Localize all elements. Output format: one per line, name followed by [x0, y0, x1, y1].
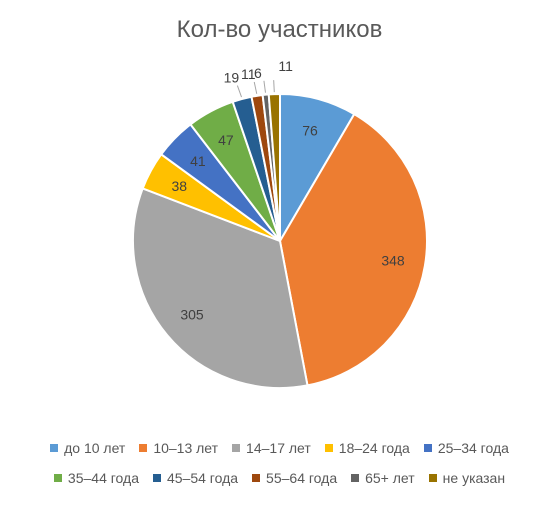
data-label: 11 [278, 58, 293, 74]
legend-label: 65+ лет [365, 470, 415, 486]
legend-item: 65+ лет [351, 470, 415, 486]
data-label: 19 [224, 70, 240, 86]
data-label: 305 [180, 307, 204, 323]
legend-label: 55–64 года [266, 470, 338, 486]
leader-line [253, 81, 258, 94]
legend-swatch [53, 474, 62, 482]
leader-line [236, 85, 242, 98]
data-label: 38 [171, 178, 187, 194]
legend-item: не указан [428, 470, 506, 486]
legend-item: 55–64 года [252, 470, 337, 486]
data-label: 348 [381, 252, 405, 268]
legend-item: до 10 лет [50, 440, 125, 456]
pie-slice [267, 92, 281, 242]
legend-swatch [351, 474, 360, 482]
legend-row: до 10 лет 10–13 лет 14–17 лет 18–24 года 25–… [0, 440, 559, 456]
legend-label: 45–54 года [166, 470, 239, 486]
legend-item: 18–24 года [324, 440, 410, 456]
data-label: 76 [302, 122, 318, 138]
legend-label: 35–44 года [67, 470, 139, 486]
legend-item: 10–13 лет [139, 440, 218, 456]
legend-row: 35–44 года 45–54 года 55–64 года 65+ лет не … [0, 470, 559, 486]
legend-swatch [50, 444, 59, 452]
legend-label: 10–13 лет [153, 440, 219, 456]
legend-label: 25–34 года [437, 440, 509, 456]
legend-swatch [139, 444, 148, 452]
legend-swatch [423, 444, 432, 452]
chart-title: Кол-во участников [176, 16, 383, 43]
legend-item: 14–17 лет [232, 440, 311, 456]
legend-swatch [252, 474, 261, 482]
legend-swatch [152, 474, 161, 482]
legend-swatch [428, 474, 437, 482]
leader-line [263, 80, 266, 93]
pie-slice [278, 112, 428, 387]
leader-line [273, 80, 275, 93]
legend-item: 25–34 года [423, 440, 509, 456]
legend-label: 18–24 года [338, 440, 410, 456]
legend-label: до 10 лет [64, 440, 126, 456]
data-label: 47 [218, 132, 234, 148]
legend-item: 35–44 года [53, 470, 139, 486]
legend-swatch [324, 444, 333, 452]
data-label: 41 [190, 153, 206, 169]
data-label: 11 [241, 66, 256, 82]
legend-item: 45–54 года [152, 470, 239, 486]
legend-swatch [232, 444, 241, 452]
legend-label: 14–17 лет [246, 440, 311, 456]
pie-slice [132, 187, 309, 389]
legend-label: не указан [442, 470, 506, 486]
data-label: 6 [254, 65, 262, 81]
legend: до 10 лет 10–13 лет 14–17 лет 18–24 года 25–… [0, 440, 559, 500]
